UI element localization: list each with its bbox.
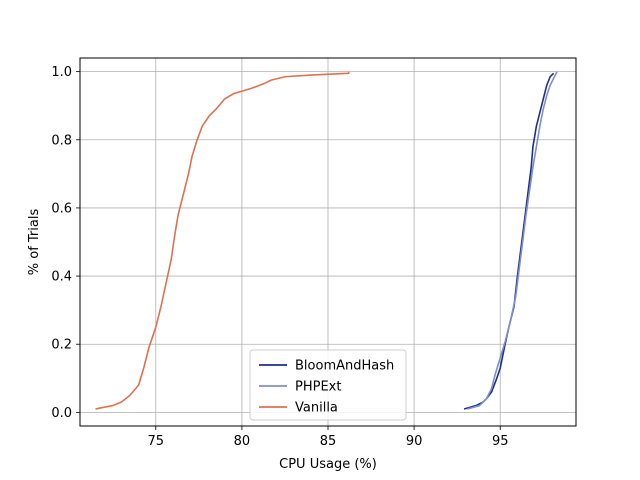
- x-tick-label: 75: [148, 434, 165, 449]
- x-tick-label: 90: [406, 434, 423, 449]
- axis-ticks: 75 80 85 90 95 0.0 0.2 0.4 0.6 0.8 1.0: [51, 65, 508, 449]
- legend-label-bloomandhash: BloomAndHash: [295, 359, 394, 374]
- x-tick-label: 95: [492, 434, 509, 449]
- y-axis-label: % of Trials: [27, 209, 42, 276]
- y-tick-label: 0.8: [51, 133, 72, 148]
- legend-label-vanilla: Vanilla: [295, 401, 338, 416]
- y-tick-label: 0.2: [51, 338, 72, 353]
- series-line-vanilla: [95, 71, 350, 410]
- legend: BloomAndHash PHPExt Vanilla: [249, 349, 407, 421]
- y-tick-label: 1.0: [51, 65, 72, 80]
- series-lines: [95, 71, 558, 410]
- grid-lines: [80, 58, 576, 426]
- y-tick-label: 0.4: [51, 270, 72, 285]
- y-tick-label: 0.6: [51, 201, 72, 216]
- x-tick-label: 80: [234, 434, 251, 449]
- x-tick-label: 85: [320, 434, 337, 449]
- y-tick-label: 0.0: [51, 406, 72, 421]
- x-axis-label: CPU Usage (%): [279, 457, 377, 472]
- series-line-phpext: [467, 71, 558, 410]
- legend-box: [249, 349, 407, 421]
- legend-label-phpext: PHPExt: [295, 380, 341, 395]
